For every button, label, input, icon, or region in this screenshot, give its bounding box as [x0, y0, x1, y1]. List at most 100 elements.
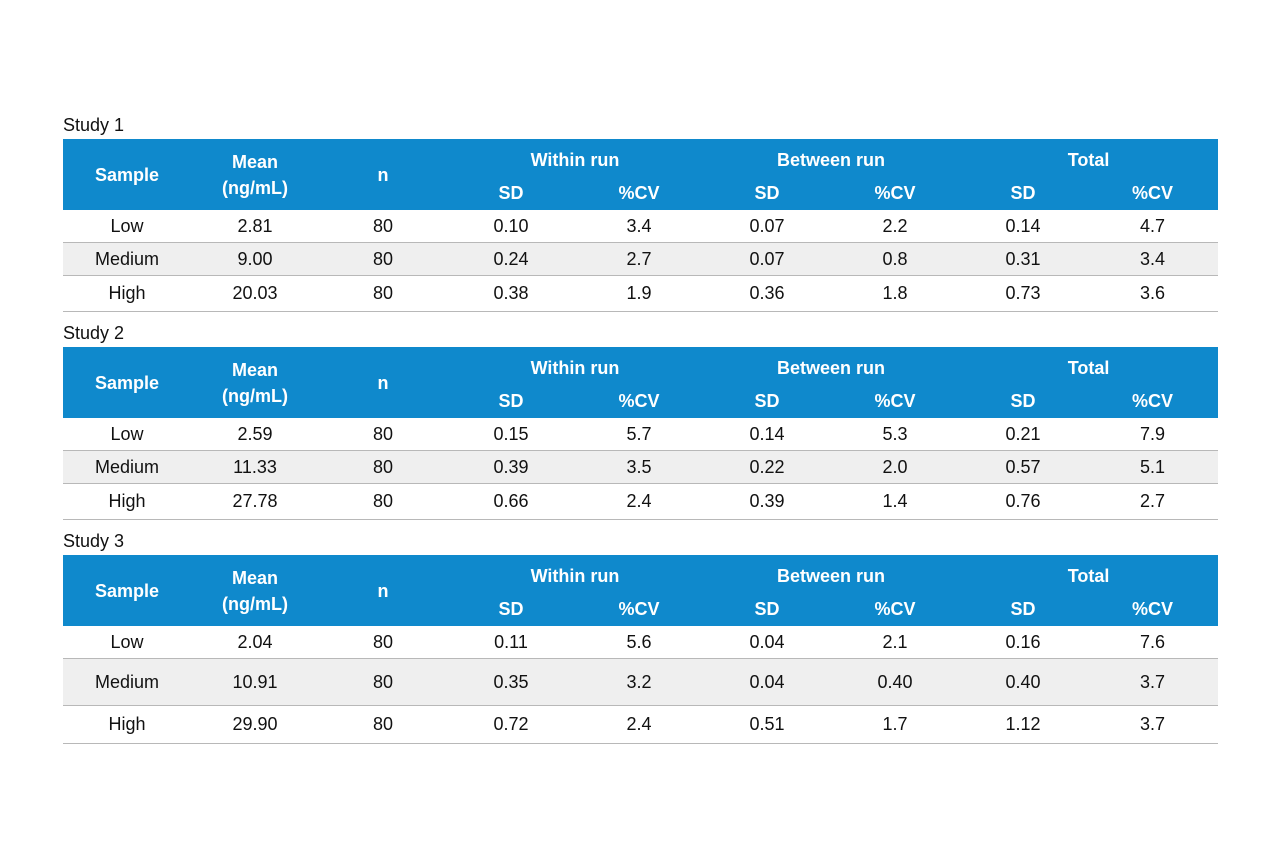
cell-between-sd: 0.04 [703, 658, 832, 706]
header-mean: Mean (ng/mL) [191, 555, 319, 626]
cell-within-cv: 3.5 [575, 450, 704, 484]
cell-between-cv: 2.0 [831, 450, 960, 484]
cell-sample: Low [63, 418, 191, 451]
precision-table: Sample Mean (ng/mL) n Within run Between… [63, 555, 1219, 744]
table-row: High 20.03 80 0.38 1.9 0.36 1.8 0.73 3.6 [63, 275, 1219, 312]
header-within-run: Within run [447, 555, 704, 591]
cell-sample: High [63, 483, 191, 520]
header-mean-label: Mean [231, 359, 278, 380]
cell-total-sd: 0.76 [959, 483, 1088, 520]
cell-within-cv: 2.7 [575, 242, 704, 276]
cell-within-cv: 2.4 [575, 705, 704, 744]
table-row: High 29.90 80 0.72 2.4 0.51 1.7 1.12 3.7 [63, 705, 1219, 744]
header-within-sd: SD [447, 175, 575, 210]
cell-total-sd: 0.21 [959, 418, 1088, 451]
header-within-cv: %CV [575, 175, 704, 210]
cell-total-sd: 0.16 [959, 626, 1088, 659]
cell-sample: Medium [63, 658, 191, 706]
study-title: Study 2 [63, 323, 125, 343]
cell-within-sd: 0.24 [447, 242, 575, 276]
cell-within-cv: 5.7 [575, 418, 704, 451]
cell-mean: 2.04 [191, 626, 319, 659]
header-total: Total [959, 347, 1219, 383]
precision-table: Sample Mean (ng/mL) n Within run Between… [63, 139, 1219, 312]
table-body: Low 2.04 80 0.11 5.6 0.04 2.1 0.16 7.6 Medium 10.9… [63, 626, 1219, 744]
cell-n: 80 [319, 210, 447, 243]
cell-within-sd: 0.10 [447, 210, 575, 243]
cell-between-cv: 2.2 [831, 210, 960, 243]
header-mean-label: Mean [231, 151, 278, 172]
header-mean-label: Mean [231, 567, 278, 588]
header-n: n [319, 555, 447, 626]
header-within-cv: %CV [575, 591, 704, 626]
cell-sample: Low [63, 210, 191, 243]
cell-n: 80 [319, 275, 447, 312]
cell-within-sd: 0.66 [447, 483, 575, 520]
cell-total-cv: 3.6 [1087, 275, 1219, 312]
header-within-sd: SD [447, 591, 575, 626]
cell-total-cv: 2.7 [1087, 483, 1219, 520]
header-total-sd: SD [959, 383, 1088, 418]
header-total-sd: SD [959, 591, 1088, 626]
cell-between-cv: 2.1 [831, 626, 960, 659]
cell-n: 80 [319, 483, 447, 520]
cell-total-sd: 0.14 [959, 210, 1088, 243]
table-row: Medium 11.33 80 0.39 3.5 0.22 2.0 0.57 5.1 [63, 450, 1219, 484]
header-total-cv: %CV [1087, 383, 1219, 418]
cell-n: 80 [319, 242, 447, 276]
cell-sample: High [63, 705, 191, 744]
table-body: Low 2.59 80 0.15 5.7 0.14 5.3 0.21 7.9 Medium 11.3… [63, 418, 1219, 520]
cell-total-cv: 5.1 [1087, 450, 1219, 484]
cell-within-sd: 0.72 [447, 705, 575, 744]
table-header: Sample Mean (ng/mL) n Within run Between… [63, 555, 1219, 626]
table-row: Low 2.04 80 0.11 5.6 0.04 2.1 0.16 7.6 [63, 626, 1219, 659]
cell-mean: 2.59 [191, 418, 319, 451]
cell-sample: High [63, 275, 191, 312]
table-row: Low 2.59 80 0.15 5.7 0.14 5.3 0.21 7.9 [63, 418, 1219, 451]
header-n: n [319, 139, 447, 210]
header-sample: Sample [63, 555, 191, 626]
table-body: Low 2.81 80 0.10 3.4 0.07 2.2 0.14 4.7 Medium 9.00… [63, 210, 1219, 312]
table-header: Sample Mean (ng/mL) n Within run Between… [63, 139, 1219, 210]
cell-between-cv: 0.8 [831, 242, 960, 276]
header-between-run: Between run [703, 139, 960, 175]
cell-between-sd: 0.51 [703, 705, 832, 744]
study-title: Study 3 [63, 531, 125, 551]
header-between-sd: SD [703, 175, 832, 210]
cell-within-cv: 3.2 [575, 658, 704, 706]
header-mean: Mean (ng/mL) [191, 139, 319, 210]
cell-mean: 9.00 [191, 242, 319, 276]
cell-sample: Medium [63, 242, 191, 276]
header-between-sd: SD [703, 591, 832, 626]
cell-total-sd: 0.40 [959, 658, 1088, 706]
cell-within-sd: 0.38 [447, 275, 575, 312]
cell-between-sd: 0.04 [703, 626, 832, 659]
header-n: n [319, 347, 447, 418]
cell-n: 80 [319, 705, 447, 744]
header-total-cv: %CV [1087, 591, 1219, 626]
header-mean-unit: (ng/mL) [222, 593, 288, 614]
cell-n: 80 [319, 658, 447, 706]
cell-mean: 2.81 [191, 210, 319, 243]
cell-within-cv: 2.4 [575, 483, 704, 520]
header-total-sd: SD [959, 175, 1088, 210]
cell-mean: 27.78 [191, 483, 319, 520]
header-between-cv: %CV [831, 591, 960, 626]
cell-total-sd: 1.12 [959, 705, 1088, 744]
cell-between-cv: 5.3 [831, 418, 960, 451]
cell-within-cv: 1.9 [575, 275, 704, 312]
precision-table: Sample Mean (ng/mL) n Within run Between… [63, 347, 1219, 520]
cell-between-sd: 0.14 [703, 418, 832, 451]
cell-sample: Medium [63, 450, 191, 484]
header-sample: Sample [63, 347, 191, 418]
header-between-cv: %CV [831, 175, 960, 210]
cell-between-cv: 0.40 [831, 658, 960, 706]
cell-within-cv: 3.4 [575, 210, 704, 243]
cell-between-cv: 1.7 [831, 705, 960, 744]
cell-mean: 29.90 [191, 705, 319, 744]
cell-mean: 11.33 [191, 450, 319, 484]
cell-total-cv: 3.7 [1087, 658, 1219, 706]
cell-n: 80 [319, 418, 447, 451]
cell-total-sd: 0.73 [959, 275, 1088, 312]
cell-total-cv: 7.9 [1087, 418, 1219, 451]
